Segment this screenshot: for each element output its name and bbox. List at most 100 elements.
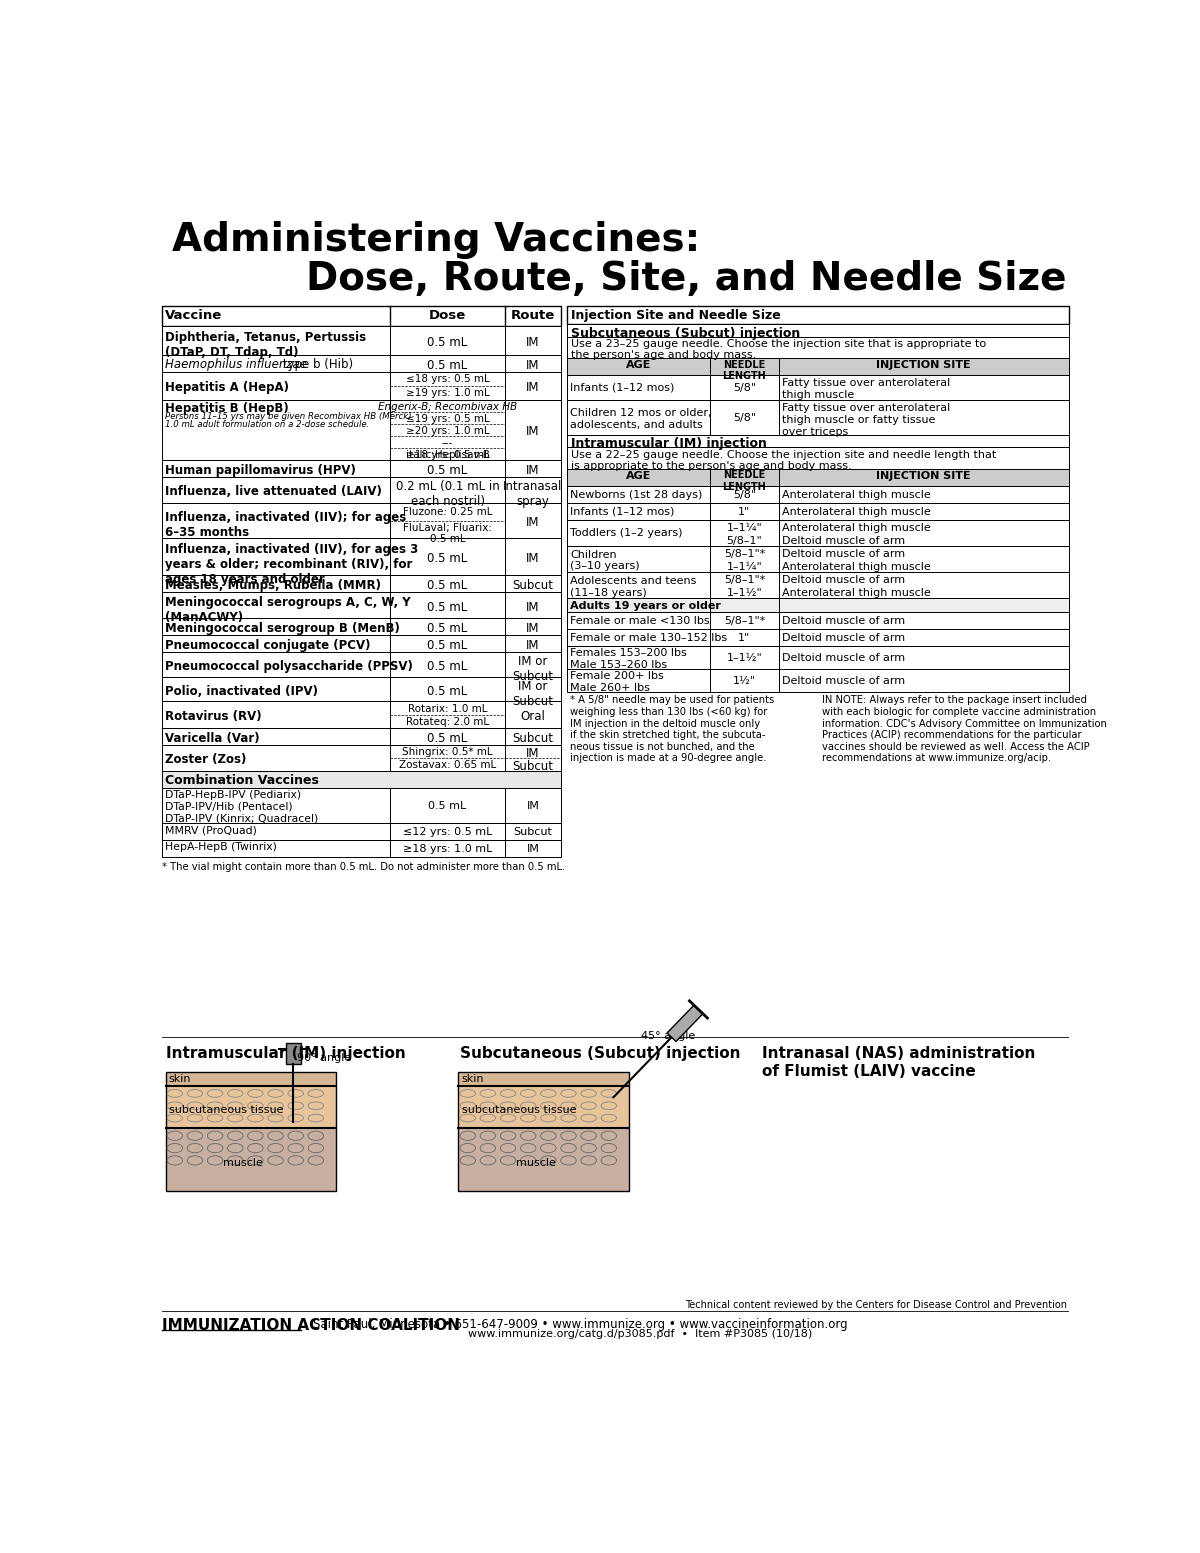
Text: 1–1½": 1–1½": [726, 652, 762, 663]
Text: Meningococcal serogroups A, C, W, Y
(ManACWY): Meningococcal serogroups A, C, W, Y (Man…: [164, 596, 410, 624]
Bar: [566, 359, 1069, 374]
Text: Engerix-B; Recombivax HB: Engerix-B; Recombivax HB: [378, 402, 517, 412]
Text: 5/8": 5/8": [733, 413, 756, 422]
Bar: [166, 1072, 336, 1086]
Text: Fluzone: 0.25 mL: Fluzone: 0.25 mL: [403, 508, 492, 517]
Text: Administering Vaccines:: Administering Vaccines:: [172, 221, 700, 259]
Text: Dose, Route, Site, and Needle Size: Dose, Route, Site, and Needle Size: [306, 259, 1067, 298]
Text: Infants (1–12 mos): Infants (1–12 mos): [570, 382, 674, 393]
Text: Subcutaneous (Subcut) injection: Subcutaneous (Subcut) injection: [460, 1047, 740, 1061]
Bar: [566, 612, 1069, 629]
Text: subcutaneous tissue: subcutaneous tissue: [168, 1106, 283, 1115]
Text: 0.5 mL: 0.5 mL: [427, 463, 468, 477]
Bar: [566, 486, 1069, 503]
Text: MMRV (ProQuad): MMRV (ProQuad): [164, 826, 257, 836]
Bar: [166, 1086, 336, 1127]
Bar: [162, 399, 560, 460]
Text: 5/8–1": 5/8–1": [726, 536, 762, 547]
Text: Deltoid muscle of arm: Deltoid muscle of arm: [781, 676, 905, 686]
Bar: [566, 374, 1069, 399]
Text: Varicella (Var): Varicella (Var): [164, 731, 259, 744]
Text: Anterolateral thigh muscle: Anterolateral thigh muscle: [781, 489, 930, 500]
Text: Zoster (Zos): Zoster (Zos): [164, 753, 246, 766]
Text: Anterolateral thigh muscle: Anterolateral thigh muscle: [781, 562, 930, 572]
Bar: [162, 477, 560, 503]
Text: Pneumococcal conjugate (PCV): Pneumococcal conjugate (PCV): [164, 640, 371, 652]
Bar: [458, 1127, 629, 1191]
Bar: [162, 356, 560, 371]
Text: Saint Paul, Minnesota • 651-647-9009 • www.immunize.org • www.vaccineinformation: Saint Paul, Minnesota • 651-647-9009 • w…: [313, 1318, 847, 1331]
Text: ≥20 yrs: 1.0 mL: ≥20 yrs: 1.0 mL: [406, 426, 490, 436]
Bar: [566, 520, 1069, 547]
Bar: [166, 1072, 336, 1191]
Text: IM: IM: [526, 623, 540, 635]
Text: 0.2 mL (0.1 mL in
each nostril): 0.2 mL (0.1 mL in each nostril): [396, 480, 499, 508]
Text: Anterolateral thigh muscle: Anterolateral thigh muscle: [781, 523, 930, 533]
Text: Influenza, inactivated (IIV), for ages 3
years & older; recombinant (RIV), for
a: Influenza, inactivated (IIV), for ages 3…: [164, 544, 418, 585]
Text: Polio, inactivated (IPV): Polio, inactivated (IPV): [164, 685, 318, 697]
Text: skin: skin: [168, 1075, 191, 1084]
Bar: [162, 744, 560, 770]
Text: FluLaval; Fluarix:
0.5 mL: FluLaval; Fluarix: 0.5 mL: [403, 523, 492, 545]
Text: Female or male <130 lbs: Female or male <130 lbs: [570, 617, 709, 626]
Bar: [566, 629, 1069, 646]
Bar: [166, 1127, 336, 1191]
Text: AGE: AGE: [625, 360, 650, 370]
Bar: [566, 399, 1069, 435]
Text: 0.5 mL: 0.5 mL: [427, 335, 468, 349]
Text: muscle: muscle: [516, 1159, 556, 1168]
Bar: [162, 371, 560, 399]
Bar: [162, 728, 560, 744]
Bar: [566, 447, 1069, 469]
Text: Oral: Oral: [521, 710, 545, 724]
Polygon shape: [667, 1005, 703, 1042]
Text: Intramuscular (IM) injection: Intramuscular (IM) injection: [166, 1047, 406, 1061]
Bar: [162, 652, 560, 677]
Text: Subcut: Subcut: [512, 579, 553, 592]
Bar: [162, 618, 560, 635]
Text: IN NOTE: Always refer to the package insert included
with each biologic for comp: IN NOTE: Always refer to the package ins…: [822, 696, 1106, 764]
Text: Rotavirus (RV): Rotavirus (RV): [164, 710, 262, 724]
Text: IM: IM: [526, 553, 540, 565]
Text: 5/8–1"*: 5/8–1"*: [724, 617, 766, 626]
Bar: [162, 575, 560, 592]
Text: Toddlers (1–2 years): Toddlers (1–2 years): [570, 528, 683, 539]
Text: IM: IM: [526, 380, 540, 394]
Text: Intranasal (NAS) administration
of Flumist (LAIV) vaccine: Intranasal (NAS) administration of Flumi…: [762, 1047, 1036, 1079]
Bar: [566, 503, 1069, 520]
Text: Fatty tissue over anterolateral
thigh muscle: Fatty tissue over anterolateral thigh mu…: [781, 377, 950, 399]
Bar: [566, 669, 1069, 693]
Text: IM: IM: [526, 463, 540, 477]
Text: Infants (1–12 mos): Infants (1–12 mos): [570, 506, 674, 517]
Text: Intramuscular (IM) injection: Intramuscular (IM) injection: [571, 438, 767, 450]
Text: IM: IM: [526, 640, 540, 652]
Text: 0.5 mL: 0.5 mL: [427, 731, 468, 744]
Text: 1–1¼": 1–1¼": [726, 562, 762, 572]
Text: 90° angle: 90° angle: [298, 1053, 352, 1062]
Text: Children
(3–10 years): Children (3–10 years): [570, 550, 640, 572]
Text: DTaP-HepB-IPV (Pediarix)
DTaP-IPV/Hib (Pentacel)
DTaP-IPV (Kinrix; Quadracel): DTaP-HepB-IPV (Pediarix) DTaP-IPV/Hib (P…: [164, 790, 318, 823]
Text: Dose: Dose: [428, 309, 467, 321]
Text: Fatty tissue over anterolateral
thigh muscle or fatty tissue
over triceps: Fatty tissue over anterolateral thigh mu…: [781, 404, 950, 436]
Text: IM or
Subcut: IM or Subcut: [512, 655, 553, 683]
Text: ≤19 yrs: 0.5 mL: ≤19 yrs: 0.5 mL: [406, 415, 490, 424]
Text: Shingrix: 0.5* mL: Shingrix: 0.5* mL: [402, 747, 493, 756]
Text: 5/8–1"*: 5/8–1"*: [724, 550, 766, 559]
Bar: [286, 1042, 301, 1064]
Text: Hepatitis B (HepB): Hepatitis B (HepB): [164, 402, 288, 415]
Text: Subcut: Subcut: [514, 828, 552, 837]
Bar: [162, 840, 560, 857]
Text: HepA-HepB (Twinrix): HepA-HepB (Twinrix): [164, 842, 277, 853]
Text: IM: IM: [527, 843, 539, 854]
Text: subcutaneous tissue: subcutaneous tissue: [462, 1106, 576, 1115]
Text: Adolescents and teens
(11–18 years): Adolescents and teens (11–18 years): [570, 576, 696, 598]
Bar: [162, 306, 560, 326]
Text: ---
italic:Heplisav-B: --- italic:Heplisav-B: [406, 438, 490, 460]
Bar: [162, 823, 560, 840]
Text: Hepatitis A (HepA): Hepatitis A (HepA): [164, 380, 289, 394]
Text: IM or
Subcut: IM or Subcut: [512, 680, 553, 708]
Text: IMMUNIZATION ACTION COALITION: IMMUNIZATION ACTION COALITION: [162, 1318, 460, 1334]
Text: 0.5 mL: 0.5 mL: [427, 640, 468, 652]
Text: ≤18 yrs: 0.5 mL: ≤18 yrs: 0.5 mL: [406, 374, 490, 384]
Text: NEEDLE
LENGTH: NEEDLE LENGTH: [722, 360, 767, 380]
